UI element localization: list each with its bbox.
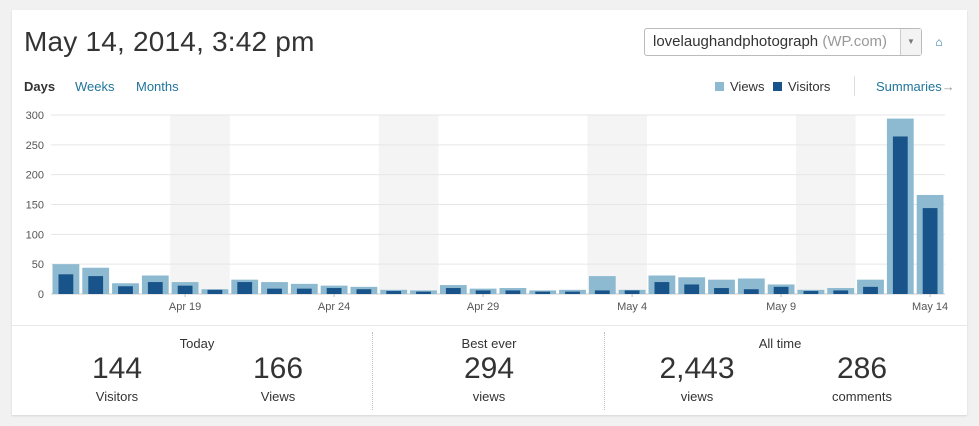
visitors-bar bbox=[565, 291, 580, 294]
today-visitors-count: 144 bbox=[91, 352, 143, 385]
today-visitors-label: Visitors bbox=[95, 389, 139, 404]
site-select-name: lovelaughandphotograph bbox=[653, 33, 819, 50]
legend-views-label: Views bbox=[730, 79, 765, 94]
today-views-count: 166 bbox=[252, 352, 304, 385]
today-views-label: Views bbox=[260, 389, 296, 404]
tab-weeks[interactable]: Weeks bbox=[75, 79, 115, 94]
y-tick-label: 100 bbox=[26, 229, 44, 241]
visitors-bar bbox=[594, 290, 610, 294]
x-tick-label: Apr 19 bbox=[169, 301, 201, 313]
visitors-bar bbox=[803, 291, 819, 294]
x-tick-label: Apr 29 bbox=[467, 301, 499, 313]
y-tick-label: 200 bbox=[26, 170, 44, 182]
all-time-views-label: views bbox=[680, 389, 714, 404]
x-tick-label: May 4 bbox=[617, 301, 647, 313]
arrow-right-icon: → bbox=[941, 79, 955, 94]
legend-views-swatch bbox=[715, 82, 724, 91]
visitors-bar bbox=[416, 291, 431, 294]
y-tick-label: 0 bbox=[38, 289, 44, 301]
visitors-bar bbox=[773, 286, 789, 294]
best-ever-title: Best ever bbox=[461, 336, 517, 351]
x-tick-label: May 9 bbox=[766, 301, 796, 313]
x-tick-label: Apr 24 bbox=[318, 301, 350, 313]
visitors-bar bbox=[624, 290, 640, 294]
visitors-bar bbox=[833, 290, 849, 294]
views-bar bbox=[588, 276, 616, 294]
visitors-bar bbox=[237, 282, 253, 294]
all-time-comments-count: 286 bbox=[836, 352, 888, 385]
summaries-link[interactable]: Summaries→ bbox=[876, 79, 955, 94]
visitors-bar bbox=[296, 288, 312, 294]
tab-days[interactable]: Days bbox=[24, 79, 56, 94]
stats-separator bbox=[604, 332, 605, 410]
tab-months[interactable]: Months bbox=[136, 79, 179, 94]
legend-divider bbox=[854, 76, 855, 96]
visitors-bar bbox=[58, 274, 74, 294]
y-tick-label: 150 bbox=[26, 200, 44, 212]
visitors-bar bbox=[863, 286, 878, 294]
chevron-down-icon[interactable]: ▼ bbox=[900, 29, 921, 55]
visitors-bar bbox=[386, 291, 402, 294]
visitors-bar bbox=[475, 290, 491, 294]
site-select[interactable]: lovelaughandphotograph (WP.com) ▼ bbox=[644, 28, 922, 56]
stats-separator bbox=[372, 332, 373, 410]
stats-summary: Today 144 Visitors 166 Views Best ever 2… bbox=[12, 325, 967, 416]
today-title: Today bbox=[179, 336, 215, 351]
visitors-bar bbox=[684, 284, 700, 294]
summaries-label: Summaries bbox=[876, 79, 942, 94]
visitors-bar bbox=[445, 288, 461, 294]
visitors-bar bbox=[177, 285, 193, 294]
visitors-bar bbox=[922, 208, 938, 294]
visitors-bar bbox=[88, 276, 104, 294]
stats-card: May 14, 2014, 3:42 pm lovelaughandphotog… bbox=[12, 10, 967, 415]
visitors-bar bbox=[714, 288, 729, 294]
stats-bar-chart: 0 50 100 150 200 250 300 Apr 19 Apr 24 Apr 29 May … bbox=[26, 110, 948, 313]
y-tick-label: 250 bbox=[26, 140, 44, 152]
visitors-bar bbox=[892, 136, 908, 294]
visitors-bar bbox=[118, 286, 133, 294]
visitors-bar bbox=[147, 282, 163, 294]
visitors-bar bbox=[505, 290, 521, 294]
all-time-views-count: 2,443 bbox=[659, 352, 735, 385]
visitors-bar bbox=[743, 289, 759, 294]
y-tick-label: 50 bbox=[32, 259, 44, 271]
legend-visitors[interactable]: Visitors bbox=[773, 79, 830, 94]
legend-visitors-swatch bbox=[773, 82, 782, 91]
visitors-bar bbox=[654, 282, 670, 294]
x-tick-label: May 14 bbox=[912, 301, 948, 313]
home-icon[interactable]: ⌂ bbox=[935, 35, 943, 49]
visitors-bar bbox=[356, 289, 372, 294]
all-time-title: All time bbox=[758, 336, 802, 351]
visitors-bar bbox=[267, 288, 282, 294]
y-tick-label: 300 bbox=[26, 110, 44, 122]
views-bar bbox=[261, 282, 288, 294]
page-title: May 14, 2014, 3:42 pm bbox=[24, 26, 315, 57]
best-ever-label: views bbox=[472, 389, 506, 404]
legend-visitors-label: Visitors bbox=[788, 79, 831, 94]
site-select-suffix: (WP.com) bbox=[822, 33, 888, 50]
visitors-bar bbox=[207, 289, 223, 294]
visitors-bar bbox=[535, 291, 551, 294]
visitors-bar bbox=[326, 288, 342, 294]
best-ever-count: 294 bbox=[463, 352, 515, 385]
legend-views[interactable]: Views bbox=[715, 79, 764, 94]
all-time-comments-label: comments bbox=[832, 389, 892, 404]
